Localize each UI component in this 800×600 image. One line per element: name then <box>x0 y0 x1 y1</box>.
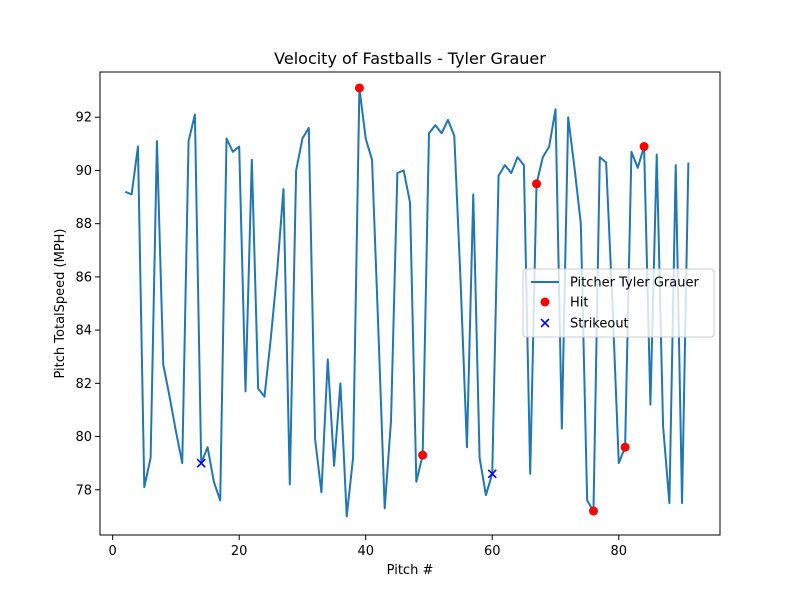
legend-box <box>522 268 715 338</box>
y-tick-label: 78 <box>75 483 92 498</box>
hit-point <box>418 450 428 460</box>
x-tick-label: 40 <box>357 544 374 559</box>
x-tick-label: 80 <box>611 544 628 559</box>
x-axis-title: Pitch # <box>387 563 434 578</box>
legend-label-pitcher: Pitcher Tyler Grauer <box>570 276 699 291</box>
legend: Pitcher Tyler Grauer Hit Strikeout <box>522 268 715 338</box>
y-tick-label: 90 <box>75 164 92 179</box>
y-tick-label: 88 <box>75 217 92 232</box>
legend-label-hit: Hit <box>570 296 588 311</box>
hit-point <box>639 142 649 152</box>
plot-frame <box>99 71 721 536</box>
x-axis: 0 20 40 60 80 <box>109 535 628 559</box>
legend-label-strikeout: Strikeout <box>570 317 629 332</box>
hit-point <box>588 506 598 516</box>
y-tick-label: 84 <box>75 324 92 339</box>
legend-hit-swatch <box>540 297 550 307</box>
y-axis-title: Pitch TotalSpeed (MPH) <box>53 228 68 378</box>
strikeout-point <box>487 469 497 479</box>
hit-point <box>620 442 630 452</box>
strikeout-point <box>196 458 206 468</box>
y-tick-label: 86 <box>75 270 92 285</box>
hit-point <box>354 83 364 93</box>
y-tick-label: 92 <box>75 111 92 126</box>
legend-strikeout-swatch <box>540 318 550 328</box>
x-tick-label: 20 <box>231 544 248 559</box>
y-tick-label: 80 <box>75 430 92 445</box>
x-tick-label: 60 <box>484 544 501 559</box>
hit-point <box>532 179 542 189</box>
y-tick-label: 82 <box>75 377 92 392</box>
plot-area <box>124 83 690 518</box>
y-axis: 78 80 82 84 86 88 90 92 <box>75 111 100 498</box>
chart-title: Velocity of Fastballs - Tyler Grauer <box>274 49 546 68</box>
series-line-pitcher <box>124 86 690 518</box>
x-tick-label: 0 <box>109 544 117 559</box>
